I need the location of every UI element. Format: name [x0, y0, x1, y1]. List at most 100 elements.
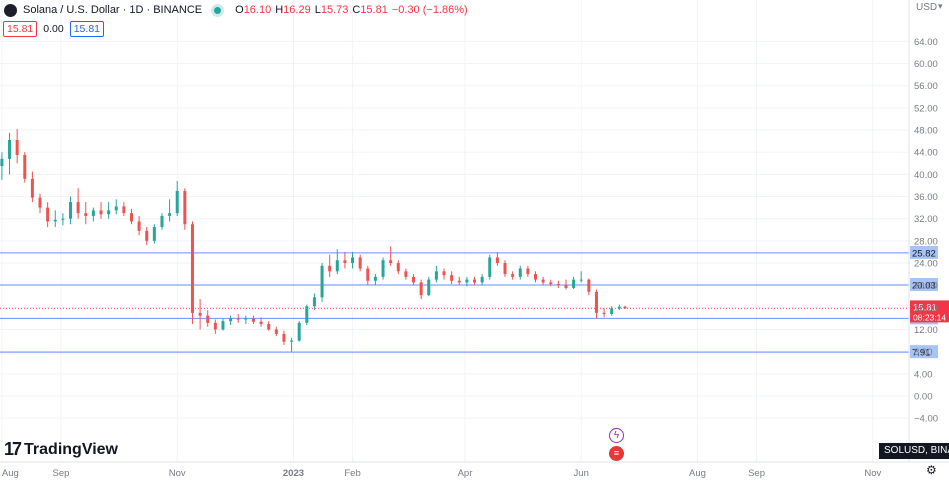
- candle-body: [30, 178, 34, 198]
- time-tick-label: Feb: [344, 468, 360, 479]
- candle-body: [602, 312, 606, 314]
- price-axis[interactable]: −4.00 0.00 4.00 8.00 12.00 16.00 20.00 24.00 28.…: [908, 0, 938, 462]
- price-tick-label: 16.00: [914, 303, 938, 314]
- candle-body: [396, 263, 400, 272]
- candle-body: [488, 257, 492, 277]
- candle-body: [495, 257, 499, 264]
- price-tick-label: 8.00: [914, 347, 933, 358]
- candle-body: [617, 306, 621, 309]
- last-price-label[interactable]: 15.81: [913, 302, 937, 313]
- market-status-icon[interactable]: [214, 6, 222, 14]
- candle-body: [381, 260, 385, 277]
- settings-gear-icon[interactable]: ⚙: [926, 463, 937, 477]
- price-tick-label: 20.00: [914, 281, 938, 292]
- candle-body: [297, 322, 301, 341]
- candle-body: [69, 202, 73, 219]
- us-flag-event-icon[interactable]: ≡: [609, 446, 624, 461]
- price-tick-label: 56.00: [914, 81, 938, 92]
- candle-body: [282, 333, 286, 342]
- low-value: 15.73: [320, 4, 349, 16]
- close-value: 15.81: [360, 4, 388, 16]
- candle-body: [419, 282, 423, 296]
- candle-body: [251, 318, 255, 322]
- ticker-label[interactable]: SOLUSD, BINANCE: [879, 443, 949, 459]
- level-label-bg: [910, 345, 938, 359]
- candle-body: [518, 268, 522, 277]
- time-tick-label: Jun: [574, 468, 589, 479]
- symbol-title[interactable]: Solana / U.S. Dollar · 1D · BINANCE: [23, 4, 203, 16]
- candle-body: [84, 213, 88, 216]
- time-tick-label: Nov: [864, 468, 881, 479]
- low-label: L: [314, 4, 321, 16]
- candle-body: [137, 221, 141, 231]
- candle-body: [99, 210, 103, 215]
- price-tick-label: 0.00: [914, 391, 933, 402]
- candle-body: [160, 215, 164, 227]
- candle-body: [312, 297, 316, 307]
- candle-body: [15, 140, 19, 155]
- candle-body: [175, 190, 179, 214]
- candle-body: [221, 321, 225, 330]
- level-label[interactable]: 20.03: [912, 281, 936, 292]
- candle-body: [533, 274, 537, 280]
- time-tick-label: Sep: [748, 468, 765, 479]
- candle-body: [236, 318, 240, 320]
- buy-price-button[interactable]: 15.81: [69, 21, 104, 37]
- brand-name: TradingView: [24, 440, 118, 458]
- candle-body: [442, 271, 446, 276]
- price-tick-label: 28.00: [914, 236, 938, 247]
- candle-body: [274, 329, 278, 334]
- candle-body: [427, 279, 431, 296]
- candle-body: [213, 322, 217, 330]
- candle-body: [541, 279, 545, 283]
- candle-body: [610, 308, 614, 314]
- price-tick-label: 32.00: [914, 214, 938, 225]
- lightning-event-icon[interactable]: ϟ: [609, 428, 624, 443]
- candle-body: [572, 279, 576, 288]
- level-label[interactable]: 25.82: [912, 248, 936, 259]
- last-price-label-bg: [910, 300, 949, 323]
- level-label-bg: [910, 278, 938, 292]
- price-tick-label: 64.00: [914, 37, 938, 48]
- currency-chevron-icon[interactable]: ▾: [938, 1, 943, 11]
- candle-body: [328, 265, 332, 272]
- tv-mark-icon: 17: [4, 439, 22, 459]
- candle-body: [351, 257, 355, 264]
- candle-body: [0, 158, 4, 167]
- currency-label[interactable]: USD: [916, 2, 938, 13]
- candle-body: [366, 268, 370, 281]
- time-axis[interactable]: Aug Sep Nov 2023 Feb Apr Jun Aug Sep Nov: [0, 461, 949, 479]
- candle-body: [122, 206, 126, 214]
- tradingview-logo[interactable]: 17 TradingView: [4, 439, 118, 460]
- candle-body: [358, 257, 362, 269]
- change-value: −0.30 (−1.86%): [391, 4, 468, 16]
- candle-body: [107, 210, 111, 215]
- time-tick-label: Nov: [169, 468, 186, 479]
- candle-body: [465, 279, 469, 283]
- candle-body: [61, 218, 65, 220]
- candle-body: [46, 207, 50, 222]
- price-tick-label: 12.00: [914, 325, 938, 336]
- candle-body: [290, 340, 294, 342]
- candle-body: [229, 318, 233, 322]
- candle-body: [38, 197, 42, 208]
- candle-body: [564, 285, 568, 288]
- candle-body: [305, 306, 309, 323]
- price-tick-label: 52.00: [914, 103, 938, 114]
- trade-buttons: 15.81 0.00 15.81: [3, 21, 104, 37]
- price-tick-label: 48.00: [914, 126, 938, 137]
- candle-body: [373, 276, 377, 281]
- candle-body: [320, 265, 324, 298]
- time-tick-label: Aug: [2, 468, 19, 479]
- level-label[interactable]: 7.91: [912, 348, 931, 359]
- candle-body: [198, 312, 202, 316]
- ohlc-values: O16.10 H16.29 L15.73 C15.81 −0.30 (−1.86…: [235, 4, 468, 16]
- price-tick-label: 36.00: [914, 192, 938, 203]
- sell-price-button[interactable]: 15.81: [3, 21, 38, 37]
- candle-body: [623, 306, 627, 309]
- open-label: O: [235, 4, 244, 16]
- time-tick-label: Sep: [53, 468, 70, 479]
